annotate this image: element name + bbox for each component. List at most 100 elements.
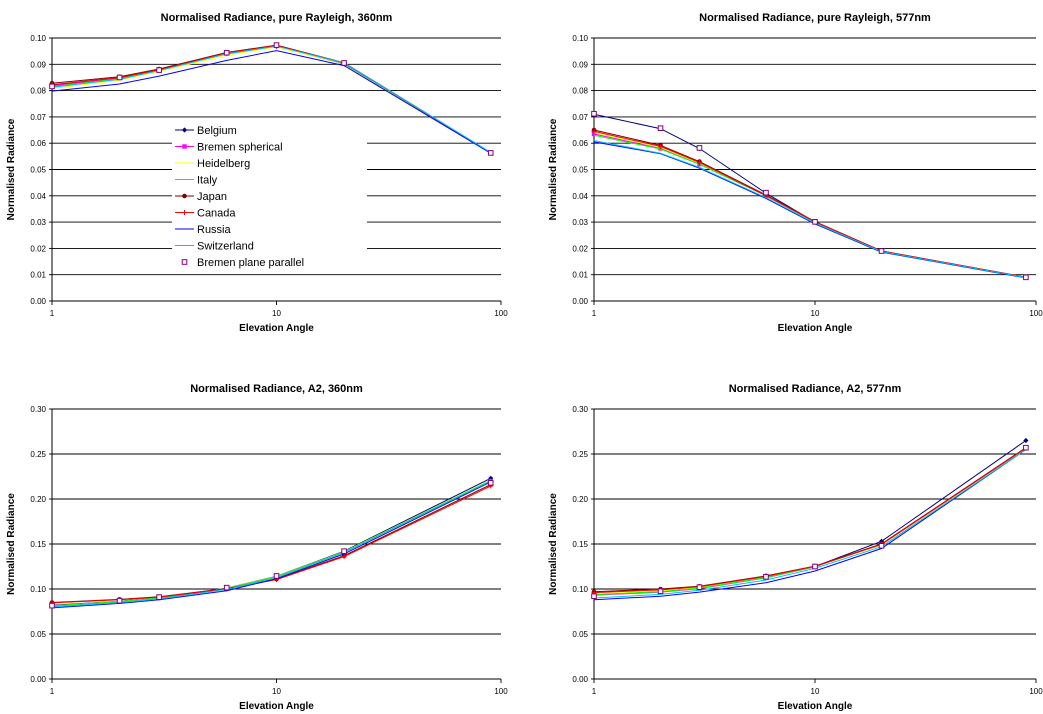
series-line-japan xyxy=(51,484,491,603)
y-tick-label: 0.30 xyxy=(572,405,588,414)
y-tick-label: 0.15 xyxy=(572,540,588,549)
y-tick-label: 0.06 xyxy=(572,139,588,148)
x-tick-label: 100 xyxy=(494,687,508,696)
x-tick-label: 10 xyxy=(272,687,281,696)
data-point-bremen-plane-parallel xyxy=(156,67,162,73)
legend-label: Canada xyxy=(197,208,236,220)
legend-label: Heidelberg xyxy=(197,158,250,170)
x-axis-label: Elevation Angle xyxy=(239,323,314,334)
data-point-bremen-plane-parallel xyxy=(156,594,162,600)
legend-swatch-bremen-plane-parallel-marker xyxy=(181,259,188,265)
series-bremen-plane-parallel xyxy=(591,110,1029,281)
chart-svg: Normalised Radiance, pure Rayleigh, 360n… xyxy=(6,12,508,334)
y-tick-label: 0.07 xyxy=(30,113,46,122)
data-point-bremen-plane-parallel xyxy=(116,597,123,604)
data-point-bremen-plane-parallel xyxy=(812,219,818,225)
chart-panel-rayleigh-360: Normalised Radiance, pure Rayleigh, 360n… xyxy=(0,0,521,357)
y-tick-label: 0.20 xyxy=(30,495,46,504)
data-point-canada xyxy=(341,554,347,560)
y-tick-label: 0.06 xyxy=(30,139,46,148)
data-point-bremen-plane-parallel xyxy=(116,74,123,81)
legend-entry-bremen-plane-parallel: Bremen plane parallel xyxy=(181,257,304,269)
y-tick-label: 0.09 xyxy=(572,60,588,69)
y-tick-label: 0.10 xyxy=(30,585,46,594)
y-tick-label: 0.05 xyxy=(30,166,46,175)
chart-title: Normalised Radiance, A2, 577nm xyxy=(729,383,902,395)
chart-panel-a2-577: Normalised Radiance, A2, 577nm 0.00 0.05 0.… xyxy=(521,357,1043,714)
data-point-bremen-plane-parallel xyxy=(49,83,55,90)
x-tick-label: 100 xyxy=(1029,687,1043,696)
y-tick-label: 0.05 xyxy=(572,166,588,175)
legend-swatch-canada-marker xyxy=(182,210,187,215)
legend-label: Belgium xyxy=(197,125,237,137)
series-bremen-plane-parallel xyxy=(49,480,494,609)
series-japan xyxy=(591,127,1029,280)
x-axis-label: Elevation Angle xyxy=(239,701,314,712)
y-tick-label: 0.30 xyxy=(30,405,46,414)
data-point-bremen-plane-parallel xyxy=(696,584,703,590)
legend-swatch-japan-marker xyxy=(182,193,187,199)
y-tick-label: 0.02 xyxy=(572,244,588,253)
series-line-canada xyxy=(593,447,1027,594)
y-axis-label: Normalised Radiance xyxy=(6,493,17,595)
y-tick-label: 0.09 xyxy=(30,60,46,69)
series-bremen-plane-parallel xyxy=(591,444,1029,599)
series-line-bremen-spherical xyxy=(51,480,491,607)
legend-background xyxy=(172,118,367,271)
series-bremen-spherical xyxy=(591,131,1029,280)
y-tick-label: 0.05 xyxy=(572,630,588,639)
series-line-italy xyxy=(593,447,1027,596)
chart-svg: Normalised Radiance, A2, 360nm 0.00 0.05 0.… xyxy=(6,383,508,712)
y-tick-label: 0.00 xyxy=(572,297,588,306)
chart-svg: Normalised Radiance, pure Rayleigh, 577n… xyxy=(548,12,1043,334)
series-belgium xyxy=(591,437,1029,597)
series-canada xyxy=(49,483,494,606)
legend-entry-japan: Japan xyxy=(175,191,227,203)
y-tick-label: 0.08 xyxy=(30,87,46,96)
series-russia xyxy=(593,449,1027,601)
data-point-bremen-plane-parallel xyxy=(341,60,347,66)
series-bremen-plane-parallel xyxy=(49,42,494,156)
data-point-bremen-plane-parallel xyxy=(812,563,818,570)
chart-title: Normalised Radiance, pure Rayleigh, 360n… xyxy=(161,12,393,24)
chart-panel-a2-360: Normalised Radiance, A2, 360nm 0.00 0.05 0.… xyxy=(0,357,521,714)
y-tick-label: 0.20 xyxy=(572,495,588,504)
x-tick-label: 1 xyxy=(592,687,597,696)
x-axis-label: Elevation Angle xyxy=(778,701,853,712)
x-tick-label: 1 xyxy=(50,309,55,318)
legend-entry-canada: Canada xyxy=(175,208,236,220)
chart-svg: Normalised Radiance, A2, 577nm 0.00 0.05 0.… xyxy=(548,383,1043,712)
legend-entry-bremen-spherical: Bremen spherical xyxy=(175,142,283,154)
data-point-bremen-plane-parallel xyxy=(763,189,769,196)
data-point-bremen-plane-parallel xyxy=(223,49,230,56)
y-tick-label: 0.01 xyxy=(572,271,588,280)
y-tick-label: 0.25 xyxy=(572,450,588,459)
data-point-bremen-plane-parallel xyxy=(223,584,230,591)
data-point-bremen-plane-parallel xyxy=(1023,274,1029,281)
data-point-bremen-plane-parallel xyxy=(763,574,769,580)
x-tick-label: 10 xyxy=(811,687,820,696)
y-axis-label: Normalised Radiance xyxy=(548,493,559,595)
y-tick-label: 0.03 xyxy=(30,218,46,227)
legend: Belgium Bremen spherical Heidelberg Italy Ja… xyxy=(172,118,367,271)
data-point-bremen-plane-parallel xyxy=(591,593,597,599)
legend-entry-switzerland: Switzerland xyxy=(175,241,254,253)
series-line-italy xyxy=(593,134,1026,278)
series-japan xyxy=(49,482,494,605)
data-point-bremen-plane-parallel xyxy=(1023,444,1029,451)
series-line-russia xyxy=(593,141,1026,279)
y-axis-label: Normalised Radiance xyxy=(6,118,17,220)
data-point-bremen-plane-parallel xyxy=(49,602,55,609)
series-line-japan xyxy=(593,129,1026,278)
series-line-heidelberg xyxy=(593,132,1026,278)
x-axis-label: Elevation Angle xyxy=(778,323,853,334)
y-tick-label: 0.00 xyxy=(30,675,46,684)
series-line-switzerland xyxy=(593,140,1026,279)
chart-title: Normalised Radiance, A2, 360nm xyxy=(190,383,363,395)
x-tick-label: 100 xyxy=(1029,309,1043,318)
y-tick-label: 0.10 xyxy=(572,585,588,594)
legend-label: Italy xyxy=(197,175,218,187)
legend-swatch-belgium-marker xyxy=(181,127,188,133)
data-point-canada xyxy=(658,143,664,149)
series-heidelberg xyxy=(593,132,1026,278)
